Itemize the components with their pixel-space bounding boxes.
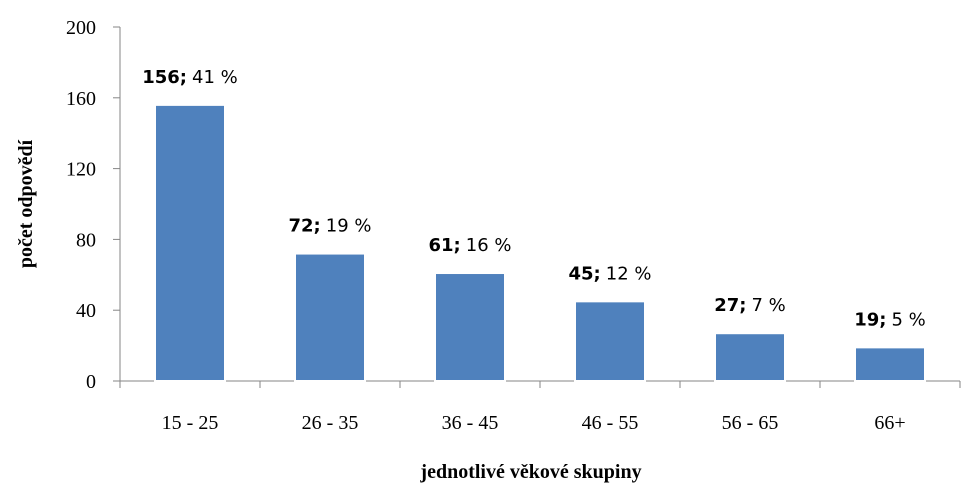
x-tick-label: 26 - 35 [302, 412, 359, 434]
x-tick-label: 36 - 45 [442, 412, 499, 434]
x-tick-label: 15 - 25 [162, 412, 219, 434]
bar-46-55 [574, 300, 646, 383]
data-label-value: 19; [854, 309, 886, 330]
bar-36-45 [434, 272, 506, 382]
data-label-percent: 7 % [751, 295, 785, 316]
data-label-percent: 12 % [606, 263, 652, 284]
x-tick-label: 66+ [874, 412, 905, 434]
y-tick-label: 200 [66, 17, 96, 39]
data-label-value: 61; [429, 235, 461, 256]
data-label: 72; 19 % [289, 216, 372, 237]
bar-66 [854, 346, 926, 382]
x-tick-label: 46 - 55 [582, 412, 639, 434]
data-label-percent: 19 % [326, 216, 372, 237]
data-label: 19; 5 % [854, 309, 926, 330]
bar-15-25 [154, 103, 226, 382]
data-label-value: 27; [714, 295, 746, 316]
x-axis-title: jednotlivé věkové skupiny [419, 461, 641, 483]
y-tick-label: 0 [86, 371, 96, 393]
data-label-value: 45; [569, 263, 601, 284]
data-label-value: 156; [142, 67, 187, 88]
data-label: 27; 7 % [714, 295, 786, 316]
data-label: 61; 16 % [429, 235, 512, 256]
x-tick-label: 56 - 65 [722, 412, 779, 434]
y-tick-label: 40 [76, 300, 96, 322]
y-tick-label: 120 [66, 159, 96, 181]
y-tick-label: 160 [66, 88, 96, 110]
data-label: 156; 41 % [142, 67, 238, 88]
data-label-value: 72; [289, 216, 321, 237]
data-label: 45; 12 % [569, 263, 652, 284]
y-tick-label: 80 [76, 229, 96, 251]
bar-26-35 [294, 252, 366, 382]
bar-56-65 [714, 332, 786, 382]
y-axis-title: počet odpovědí [15, 139, 37, 268]
data-label-percent: 5 % [891, 309, 925, 330]
data-label-percent: 41 % [192, 67, 238, 88]
data-label-percent: 16 % [466, 235, 512, 256]
